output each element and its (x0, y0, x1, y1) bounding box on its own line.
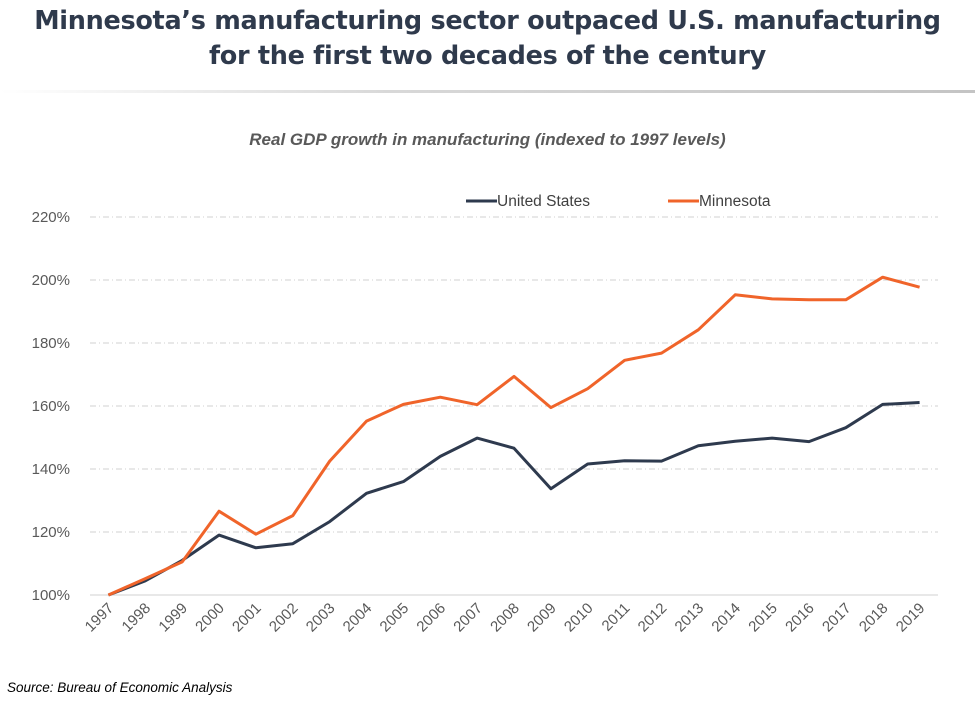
x-tick-label: 2013 (672, 600, 708, 636)
x-tick-label: 2007 (450, 600, 486, 636)
legend-label: United States (497, 193, 590, 210)
x-tick-label: 1997 (82, 600, 118, 636)
headline-line-1: Minnesota’s manufacturing sector outpace… (34, 6, 941, 36)
x-tick-label: 2005 (377, 600, 413, 636)
x-tick-label: 2019 (893, 600, 929, 636)
x-tick-label: 2002 (266, 600, 302, 636)
series-lines (107, 275, 920, 597)
x-tick-label: 2006 (413, 600, 449, 636)
x-tick-label: 2014 (708, 600, 744, 636)
x-tick-label: 2012 (635, 600, 671, 636)
divider (0, 90, 975, 93)
y-tick-label: 140% (32, 461, 70, 478)
y-tick-label: 120% (32, 524, 70, 541)
y-tick-label: 160% (32, 398, 70, 415)
gridlines (90, 216, 938, 533)
x-tick-label: 2004 (340, 600, 376, 636)
x-tick-label: 2003 (303, 600, 339, 636)
x-tick-label: 2015 (745, 600, 781, 636)
x-tick-label: 2017 (819, 600, 855, 636)
x-tick-label: 2010 (561, 600, 597, 636)
x-tick-label: 2000 (192, 600, 228, 636)
x-tick-label: 2011 (599, 600, 634, 635)
y-tick-label: 220% (32, 209, 70, 226)
headline: Minnesota’s manufacturing sector outpace… (0, 4, 975, 74)
y-tick-label: 200% (32, 272, 70, 289)
legend-item-united-states: United States (466, 193, 590, 210)
y-tick-label: 180% (32, 335, 70, 352)
series-line-united-states (107, 401, 920, 597)
x-tick-label: 2016 (782, 600, 818, 636)
series-line-minnesota (107, 275, 920, 597)
legend: United States Minnesota (466, 193, 771, 210)
x-axis-ticks: 1997 1998 1999 2000 2001 2002 2003 2004 2005 2006… (82, 600, 929, 636)
x-tick-label: 1999 (155, 600, 191, 636)
legend-label: Minnesota (699, 193, 771, 210)
headline-line-2: for the first two decades of the century (209, 41, 766, 71)
x-tick-label: 2008 (487, 600, 523, 636)
y-axis-ticks: 100% 120% 140% 160% 180% 200% 220% (32, 209, 70, 604)
x-tick-label: 2018 (856, 600, 892, 636)
x-tick-label: 2001 (229, 600, 265, 636)
chart-title: Real GDP growth in manufacturing (indexe… (249, 130, 726, 149)
source-note: Source: Bureau of Economic Analysis (7, 680, 233, 695)
y-tick-label: 100% (32, 587, 70, 604)
legend-item-minnesota: Minnesota (668, 193, 771, 210)
x-tick-label: 1998 (119, 600, 155, 636)
x-tick-label: 2009 (524, 600, 560, 636)
